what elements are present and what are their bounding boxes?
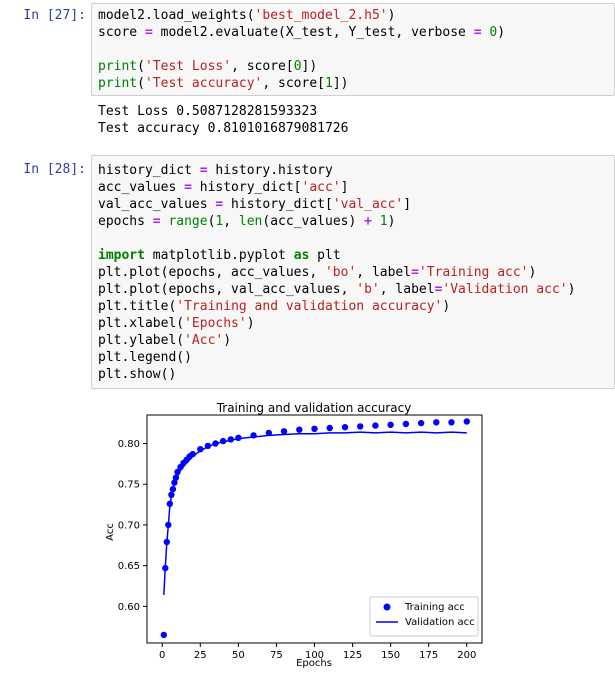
x-tick-label: 175	[419, 650, 438, 661]
legend-box	[369, 596, 479, 637]
training-acc-point	[296, 426, 303, 433]
y-tick-label: 0.80	[118, 439, 140, 450]
training-acc-point	[387, 421, 394, 428]
training-acc-point	[417, 419, 425, 427]
training-acc-point	[265, 429, 272, 437]
x-tick-label: 0	[159, 650, 165, 661]
x-tick-label: 150	[381, 650, 400, 661]
legend: Training acc Validation acc	[369, 596, 479, 637]
code-line: plt.plot(epochs, acc_values, 'bo', label…	[98, 265, 537, 280]
training-acc-point	[280, 428, 288, 435]
input-prompt: In [27]:	[23, 8, 86, 23]
accuracy-chart: Training and validation accuracy Epochs …	[105, 401, 483, 669]
x-axis-label: Epochs	[296, 658, 332, 669]
training-acc-point	[341, 424, 349, 431]
code-line: history_dict = history.history	[98, 163, 333, 178]
code-input-area[interactable]: history_dict = history.history acc_value…	[91, 155, 615, 389]
training-acc-point	[160, 631, 167, 639]
legend-marker-training	[383, 603, 391, 611]
code-line: plt.plot(epochs, val_acc_values, 'b', la…	[98, 282, 576, 297]
code-line: val_acc_values = history_dict['val_acc']	[98, 197, 412, 212]
x-tick-label: 50	[232, 650, 245, 661]
y-tick-label: 0.65	[118, 561, 140, 572]
code-line: plt.title('Training and validation accur…	[98, 299, 451, 314]
output-line: Test accuracy 0.8101016879081726	[98, 121, 349, 136]
code-line: model2.load_weights('best_model_2.h5')	[98, 8, 396, 23]
training-acc-point	[463, 418, 470, 425]
training-acc-point	[402, 420, 410, 428]
code-line: epochs = range(1, len(acc_values) + 1)	[98, 214, 396, 229]
x-tick-label: 100	[305, 650, 324, 661]
y-tick-label: 0.75	[118, 480, 140, 491]
y-tick-label: 0.70	[118, 520, 140, 531]
code-line: import matplotlib.pyplot as plt	[98, 248, 341, 263]
code-input-area[interactable]: model2.load_weights('best_model_2.h5') s…	[91, 3, 615, 96]
training-acc-point	[448, 419, 455, 426]
input-prompt: In [28]:	[23, 162, 86, 177]
code-line: plt.legend()	[98, 350, 192, 365]
code-line: print('Test Loss', score[0])	[98, 59, 318, 74]
code-line: score = model2.evaluate(X_test, Y_test, …	[98, 25, 506, 40]
training-acc-point	[433, 419, 440, 426]
code-cell-27[interactable]: In [27]: model2.load_weights('best_model…	[0, 0, 615, 150]
legend-label-training: Training acc	[404, 602, 465, 613]
training-acc-point	[372, 422, 379, 429]
code-line: print('Test accuracy', score[1])	[98, 76, 349, 91]
output-line: Test Loss 0.5087128281593323	[98, 104, 318, 119]
y-tick-label: 0.60	[118, 602, 140, 613]
x-tick-label: 75	[270, 650, 283, 661]
chart-title: Training and validation accuracy	[216, 401, 412, 415]
y-axis-label: Acc	[105, 523, 116, 541]
training-acc-point	[357, 423, 364, 430]
code-line: acc_values = history_dict['acc']	[98, 180, 349, 195]
x-tick-label: 25	[194, 650, 207, 661]
training-acc-point	[311, 425, 318, 432]
code-cell-28[interactable]: In [28]: history_dict = history.history …	[0, 150, 615, 390]
code-line: plt.ylabel('Acc')	[98, 333, 232, 348]
x-tick-label: 200	[457, 650, 476, 661]
code-line: plt.show()	[98, 367, 177, 382]
validation-acc-line	[163, 431, 467, 596]
legend-label-validation: Validation acc	[405, 617, 475, 628]
x-tick-label: 125	[343, 650, 362, 661]
code-line: plt.xlabel('Epochs')	[98, 316, 255, 331]
training-acc-point	[326, 424, 333, 432]
